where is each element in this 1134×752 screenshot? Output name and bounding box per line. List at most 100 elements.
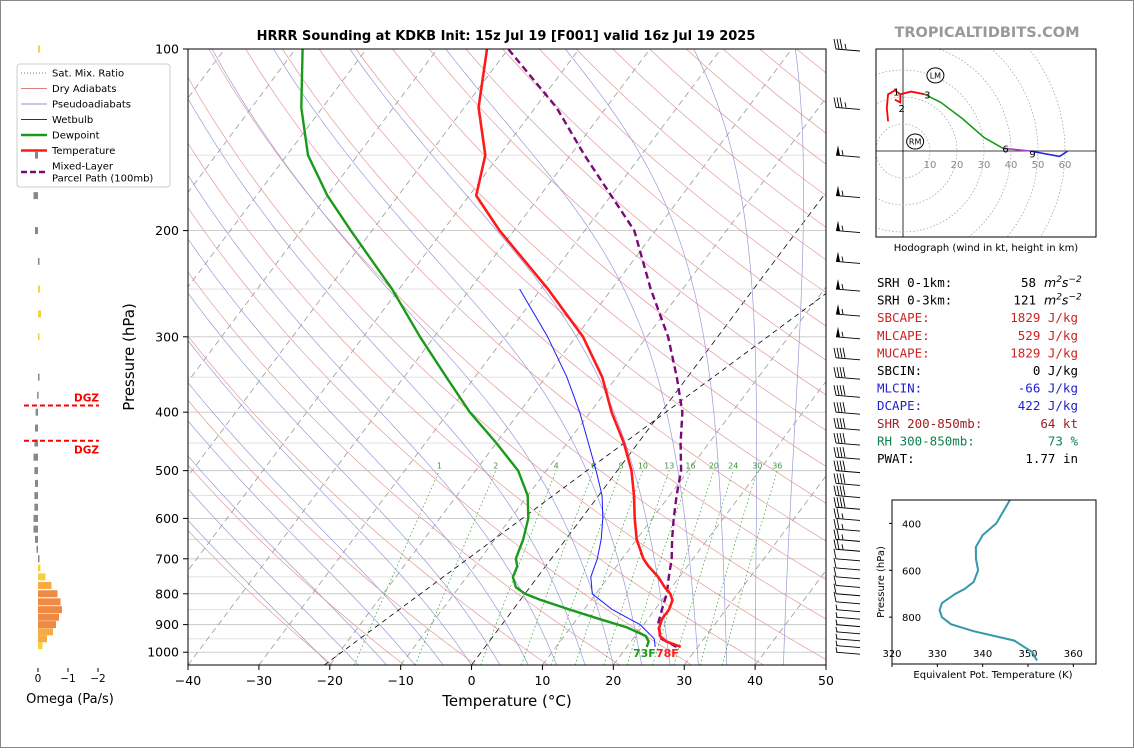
index-label: SHR 200-850mb: bbox=[877, 416, 982, 431]
theta-x-tick-label: 330 bbox=[928, 649, 947, 660]
p-tick-label: 200 bbox=[155, 223, 179, 238]
index-label: SBCAPE: bbox=[877, 310, 930, 325]
omega-bar bbox=[38, 555, 40, 562]
index-label: PWAT: bbox=[877, 451, 915, 466]
omega-bar bbox=[34, 492, 38, 499]
hodo-height-label: 1 bbox=[893, 88, 899, 99]
omega-bar bbox=[38, 590, 58, 597]
omega-bar bbox=[35, 480, 38, 487]
p-tick-label: 800 bbox=[155, 586, 179, 601]
omega-tick-label: −2 bbox=[90, 673, 105, 685]
surface-dewpoint-label: 73F bbox=[633, 647, 656, 660]
theta-e-x-label: Equivalent Pot. Temperature (K) bbox=[913, 670, 1072, 681]
legend-label: Wetbulb bbox=[52, 115, 93, 126]
mixing-ratio-label: 1 bbox=[437, 462, 442, 471]
omega-bar bbox=[35, 227, 38, 234]
x-tick-label: 0 bbox=[468, 673, 476, 688]
omega-bar bbox=[34, 526, 39, 533]
omega-bar bbox=[38, 564, 40, 571]
index-label: MLCAPE: bbox=[877, 328, 930, 343]
hodo-ring-label: 50 bbox=[1032, 160, 1045, 171]
surface-temp-label: 78F bbox=[656, 647, 679, 660]
omega-bar bbox=[38, 573, 46, 580]
omega-bar bbox=[34, 454, 39, 461]
x-tick-label: −30 bbox=[246, 673, 272, 688]
omega-x-label: Omega (Pa/s) bbox=[26, 692, 114, 707]
omega-tick-label: 0 bbox=[35, 673, 42, 685]
omega-bar bbox=[38, 614, 59, 621]
omega-bar bbox=[38, 621, 56, 628]
index-value: 121 bbox=[1013, 293, 1036, 308]
index-value: 1829 J/kg bbox=[1010, 310, 1078, 325]
x-tick-label: −10 bbox=[387, 673, 413, 688]
theta-y-tick-label: 800 bbox=[902, 613, 921, 624]
index-value: 529 J/kg bbox=[1018, 328, 1078, 343]
mixing-ratio-label: 20 bbox=[709, 462, 719, 471]
hodo-right-mover-label: RM bbox=[909, 138, 922, 147]
legend-label: Dry Adiabats bbox=[52, 84, 116, 95]
x-tick-label: −40 bbox=[175, 673, 201, 688]
dgz-label: DGZ bbox=[74, 393, 99, 405]
omega-bar bbox=[35, 536, 38, 543]
omega-bar bbox=[38, 374, 40, 381]
p-tick-label: 900 bbox=[155, 617, 179, 632]
x-tick-label: 10 bbox=[534, 673, 550, 688]
x-tick-label: −20 bbox=[317, 673, 343, 688]
hodo-left-mover-label: LM bbox=[930, 71, 941, 80]
omega-bar bbox=[38, 598, 61, 605]
skewt-y-label: Pressure (hPa) bbox=[120, 303, 138, 411]
index-value: 0 J/kg bbox=[1033, 363, 1078, 378]
legend-label: Sat. Mix. Ratio bbox=[52, 69, 124, 80]
index-value: 1829 J/kg bbox=[1010, 345, 1078, 360]
mixing-ratio-label: 24 bbox=[728, 462, 738, 471]
omega-bar bbox=[38, 628, 53, 635]
index-label: SBCIN: bbox=[877, 363, 922, 378]
p-tick-label: 1000 bbox=[147, 645, 179, 660]
x-tick-label: 30 bbox=[676, 673, 692, 688]
theta-x-tick-label: 360 bbox=[1064, 649, 1083, 660]
index-label: SRH 0-3km: bbox=[877, 293, 952, 308]
index-value: -66 J/kg bbox=[1018, 381, 1078, 396]
omega-bar bbox=[35, 425, 38, 432]
hodo-ring-label: 10 bbox=[924, 160, 937, 171]
omega-bar bbox=[37, 546, 39, 553]
omega-bar bbox=[38, 642, 43, 649]
mixing-ratio-label: 36 bbox=[772, 462, 782, 471]
dgz-label: DGZ bbox=[74, 445, 99, 457]
hodo-height-label: 2 bbox=[898, 104, 904, 115]
mixing-ratio-label: 2 bbox=[493, 462, 498, 471]
index-value: 64 kt bbox=[1040, 416, 1078, 431]
p-tick-label: 500 bbox=[155, 463, 179, 478]
legend-label: Dewpoint bbox=[52, 131, 100, 142]
omega-bar bbox=[38, 311, 41, 318]
omega-bar bbox=[35, 152, 38, 159]
index-label: RH 300-850mb: bbox=[877, 433, 975, 448]
p-tick-label: 100 bbox=[155, 42, 179, 57]
hodo-ring-label: 30 bbox=[978, 160, 991, 171]
p-tick-label: 700 bbox=[155, 551, 179, 566]
p-tick-label: 300 bbox=[155, 329, 179, 344]
index-value: 73 % bbox=[1048, 433, 1079, 448]
index-value: 422 J/kg bbox=[1018, 398, 1078, 413]
omega-bar bbox=[34, 504, 38, 511]
mixing-ratio-label: 13 bbox=[664, 462, 674, 471]
legend-label: Pseudoadiabats bbox=[52, 100, 131, 111]
x-tick-label: 50 bbox=[818, 673, 834, 688]
omega-bar bbox=[38, 635, 47, 642]
x-tick-label: 20 bbox=[605, 673, 621, 688]
index-value: 1.77 in bbox=[1025, 451, 1078, 466]
index-label: SRH 0-1km: bbox=[877, 275, 952, 290]
index-label: MLCIN: bbox=[877, 381, 922, 396]
hodo-ring-label: 60 bbox=[1059, 160, 1072, 171]
mixing-ratio-label: 8 bbox=[619, 462, 624, 471]
omega-bar bbox=[34, 192, 39, 199]
omega-bar bbox=[38, 582, 52, 589]
omega-bar bbox=[37, 392, 39, 399]
skewt-x-label: Temperature (°C) bbox=[441, 692, 571, 710]
theta-x-tick-label: 340 bbox=[973, 649, 992, 660]
omega-bar bbox=[38, 258, 40, 265]
theta-y-tick-label: 600 bbox=[902, 566, 921, 577]
index-label: MUCAPE: bbox=[877, 345, 930, 360]
